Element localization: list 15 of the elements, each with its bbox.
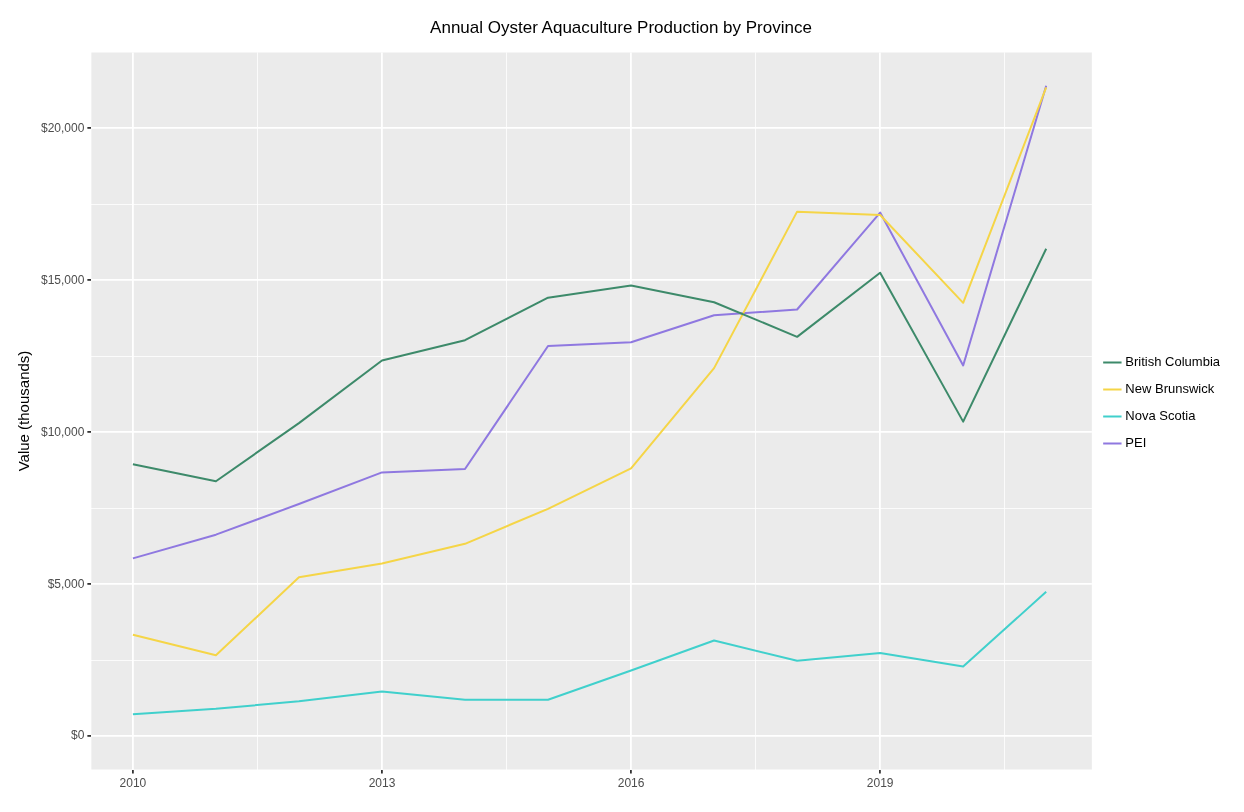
x-tick-label: 2016 xyxy=(617,776,645,791)
x-tick-label: 2013 xyxy=(368,776,396,791)
y-tick-label: $0 xyxy=(71,728,85,743)
x-tick-label: 2019 xyxy=(866,776,894,791)
legend-label: British Columbia xyxy=(1125,354,1221,370)
legend-label: PEI xyxy=(1125,435,1147,451)
x-tick-label: 2010 xyxy=(119,776,147,791)
legend-label: Nova Scotia xyxy=(1125,408,1197,424)
legend-label: New Brunswick xyxy=(1125,381,1215,397)
y-tick-label: $15,000 xyxy=(40,272,85,287)
y-tick-label: $20,000 xyxy=(40,120,85,135)
y-axis-title: Value (thousands) xyxy=(15,350,33,472)
chart-title: Annual Oyster Aquaculture Production by Province xyxy=(430,17,812,37)
y-tick-label: $5,000 xyxy=(47,576,85,591)
y-tick-label: $10,000 xyxy=(40,424,85,439)
